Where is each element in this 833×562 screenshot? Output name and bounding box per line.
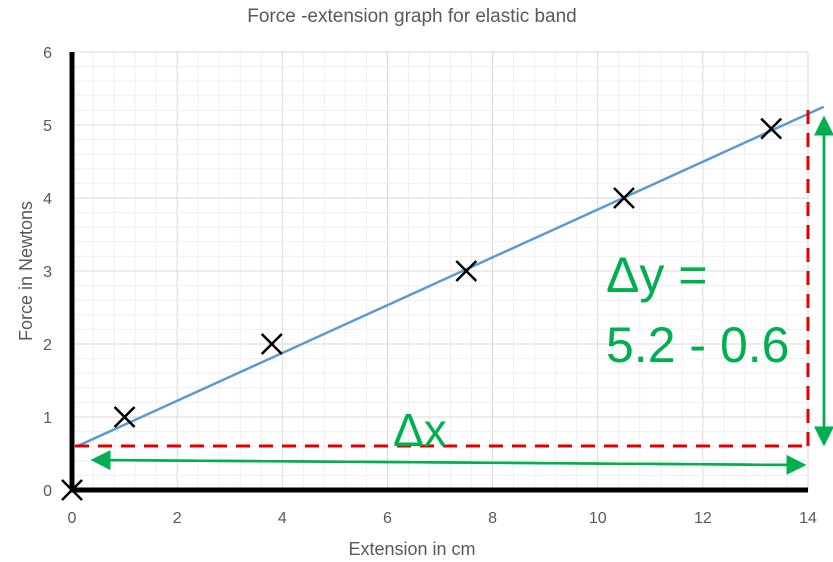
y-tick-label: 2 bbox=[43, 337, 52, 354]
data-points bbox=[61, 117, 783, 501]
x-tick-label: 2 bbox=[173, 510, 182, 527]
x-tick-label: 10 bbox=[589, 510, 607, 527]
delta-x-arrow-left bbox=[90, 450, 805, 471]
x-tick-label: 14 bbox=[799, 510, 817, 527]
delta-x-label: Δx bbox=[393, 404, 447, 456]
x-tick-label: 0 bbox=[68, 510, 77, 527]
x-marker bbox=[455, 260, 478, 282]
y-tick-label: 0 bbox=[43, 483, 52, 500]
y-tick-labels: 0 1 2 3 4 5 6 bbox=[43, 45, 52, 500]
y-tick-label: 3 bbox=[43, 264, 52, 281]
x-tick-labels: 0 2 4 6 8 10 12 14 bbox=[68, 510, 817, 527]
x-tick-label: 8 bbox=[488, 510, 497, 527]
x-axis-label: Extension in cm bbox=[348, 539, 475, 559]
delta-y-label-line2: 5.2 - 0.6 bbox=[606, 317, 789, 373]
y-tick-label: 1 bbox=[43, 410, 52, 427]
x-marker bbox=[760, 117, 783, 140]
y-tick-label: 5 bbox=[43, 118, 52, 135]
x-marker bbox=[113, 406, 136, 428]
best-fit-line bbox=[76, 105, 825, 448]
delta-y-label-line1: Δy = bbox=[606, 247, 708, 303]
x-marker bbox=[260, 333, 283, 355]
x-tick-label: 6 bbox=[383, 510, 392, 527]
x-marker bbox=[61, 479, 83, 501]
grid bbox=[71, 51, 809, 491]
x-marker bbox=[613, 187, 635, 209]
x-tick-label: 12 bbox=[694, 510, 712, 527]
y-tick-label: 6 bbox=[43, 45, 52, 62]
x-tick-label: 4 bbox=[278, 510, 287, 527]
y-axis-label: Force in Newtons bbox=[16, 201, 36, 341]
chart-title: Force -extension graph for elastic band bbox=[247, 6, 577, 27]
y-tick-label: 4 bbox=[43, 191, 52, 208]
